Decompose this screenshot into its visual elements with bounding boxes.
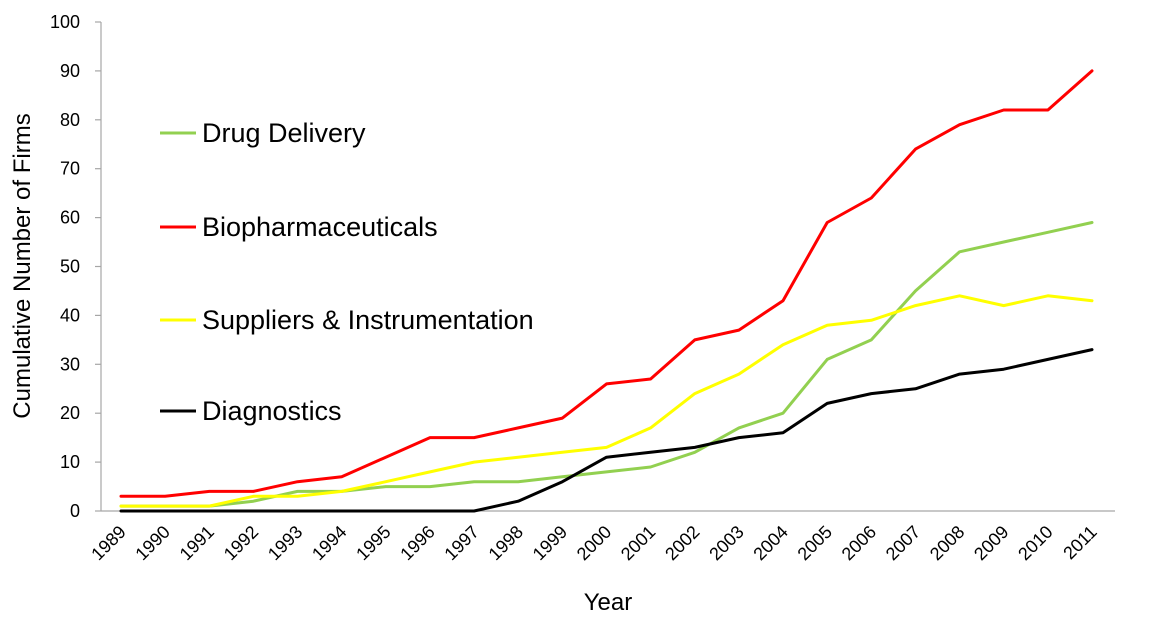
- x-tick-label: 2009: [970, 522, 1012, 564]
- x-tick-label: 2010: [1014, 522, 1056, 564]
- x-axis: 1989 1990 1991 1992 1993 1994 1995 1996 1997 1998…: [87, 510, 1115, 564]
- series-lines: [119, 69, 1094, 513]
- y-axis-title: Cumulative Number of Firms: [9, 113, 36, 418]
- legend: Drug Delivery Biopharmaceuticals Suppliers…: [160, 118, 534, 426]
- x-tick-label: 2008: [926, 522, 968, 564]
- y-tick-label: 10: [60, 452, 80, 472]
- series-line-diagnostics: [119, 348, 1094, 513]
- x-tick-label: 1996: [396, 522, 438, 564]
- x-tick-label: 2004: [749, 522, 791, 564]
- y-tick-label: 50: [60, 257, 80, 277]
- legend-label: Drug Delivery: [202, 118, 366, 148]
- x-tick-label: 1995: [352, 522, 394, 564]
- series-line-biopharmaceuticals: [119, 69, 1094, 498]
- x-tick-label: 1994: [308, 522, 350, 564]
- legend-label: Biopharmaceuticals: [202, 212, 438, 242]
- y-tick-label: 60: [60, 208, 80, 228]
- x-tick-label: 1993: [264, 522, 306, 564]
- x-tick-label: 2011: [1059, 522, 1101, 564]
- x-tick-label: 2007: [882, 522, 924, 564]
- x-tick-label: 1998: [485, 522, 527, 564]
- x-tick-label: 2005: [794, 522, 836, 564]
- x-tick-label: 1991: [176, 522, 218, 564]
- y-tick-label: 30: [60, 354, 80, 374]
- y-tick-label: 100: [50, 12, 80, 32]
- y-tick-label: 90: [60, 61, 80, 81]
- legend-label: Suppliers & Instrumentation: [202, 305, 534, 335]
- legend-label: Diagnostics: [202, 396, 342, 426]
- y-tick-label: 80: [60, 110, 80, 130]
- x-tick-label: 1990: [132, 522, 174, 564]
- y-tick-label: 40: [60, 305, 80, 325]
- x-tick-label: 2001: [617, 522, 659, 564]
- x-tick-label: 2006: [838, 522, 880, 564]
- x-tick-label: 1992: [220, 522, 262, 564]
- x-tick-label: 2000: [573, 522, 615, 564]
- x-tick-label: 1997: [440, 522, 482, 564]
- series-line-suppliers-instrumentation: [119, 294, 1094, 508]
- x-tick-label: 1989: [87, 522, 129, 564]
- y-tick-label: 20: [60, 403, 80, 423]
- y-tick-label: 70: [60, 159, 80, 179]
- x-axis-title: Year: [584, 589, 633, 616]
- x-tick-label: 2002: [661, 522, 703, 564]
- series-line-drug-delivery: [119, 221, 1094, 508]
- x-tick-label: 1999: [529, 522, 571, 564]
- y-tick-label: 0: [70, 501, 80, 521]
- y-axis: 0 10 20 30 40 50 60 70 80 90 100: [50, 12, 102, 521]
- x-tick-label: 2003: [705, 522, 747, 564]
